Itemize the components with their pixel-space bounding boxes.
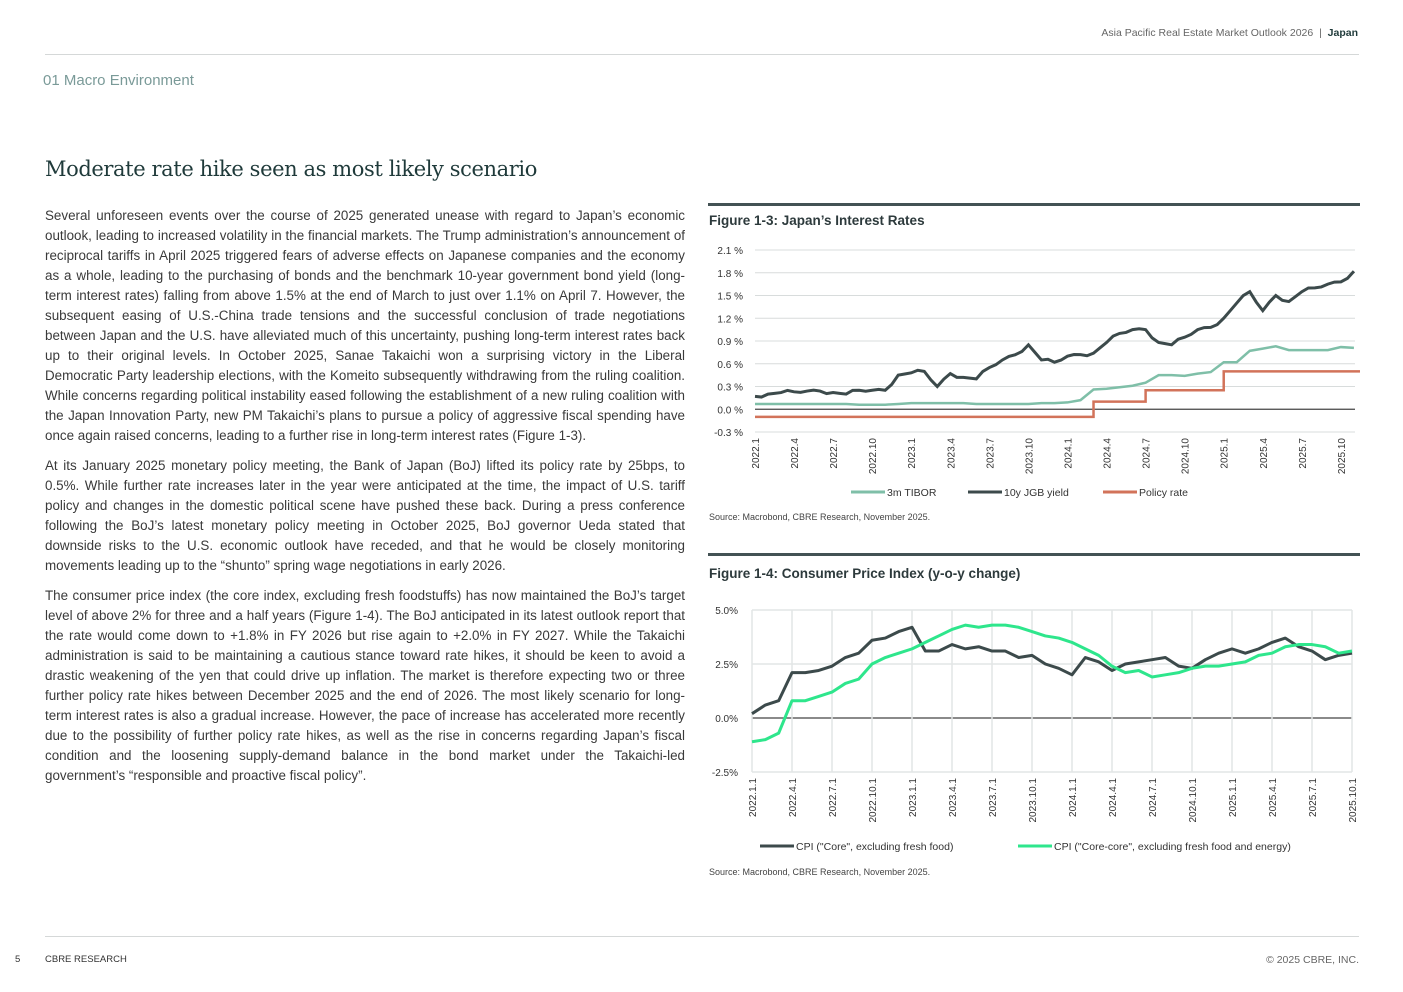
x-tick-label: 2025.4 [1259, 438, 1270, 469]
footer-divider [45, 936, 1359, 937]
cpi-chart: 5.0% 2.5% 0.0% -2.5% 2022.1.1 2022.4.1 2022.7.… [712, 606, 1359, 853]
page-title: Moderate rate hike seen as most likely s… [45, 157, 537, 181]
y-tick-label: 0.9 % [717, 337, 743, 348]
x-tick-label: 2023.10 [1024, 438, 1035, 475]
x-tick-label: 2023.7 [985, 438, 996, 469]
x-tick-label: 2025.1 [1220, 438, 1231, 469]
x-tick-label: 2024.7.1 [1148, 778, 1159, 817]
figure-title: Figure 1-3: Japan’s Interest Rates [709, 213, 925, 228]
y-tick-label: 0.0% [715, 714, 738, 725]
x-tick-label: 2025.7 [1298, 438, 1309, 469]
x-tick-label: 2025.7.1 [1308, 778, 1319, 817]
section-label: 01 Macro Environment [43, 72, 194, 89]
legend-label: 3m TIBOR [887, 487, 937, 499]
figure-source: Source: Macrobond, CBRE Research, Novemb… [709, 512, 931, 522]
figure-source: Source: Macrobond, CBRE Research, Novemb… [709, 867, 931, 877]
x-tick-label: 2024.4.1 [1108, 778, 1119, 817]
legend-label: 10y JGB yield [1004, 487, 1069, 499]
x-tick-label: 2025.4.1 [1268, 778, 1279, 817]
series-line-3m-tibor [755, 345, 1354, 406]
y-tick-label: 1.8 % [717, 269, 743, 280]
x-tick-label: 2025.1.1 [1228, 778, 1239, 817]
series-line-10y-jgb-yield [754, 270, 1356, 399]
x-tick-label: 2023.4 [946, 438, 957, 469]
x-tick-label: 2024.10 [1181, 438, 1192, 475]
y-tick-label: 0.6 % [717, 360, 743, 371]
x-tick-label: 2022.10 [868, 438, 879, 475]
x-tick-label: 2023.10.1 [1028, 778, 1039, 823]
legend-label: Policy rate [1139, 487, 1188, 499]
y-tick-label: 0.0 % [717, 405, 743, 416]
x-tick-label: 2023.4.1 [948, 778, 959, 817]
figure-rule [708, 203, 1360, 206]
x-tick-label: 2022.7.1 [828, 778, 839, 817]
x-tick-label: 2024.4 [1103, 438, 1114, 469]
x-tick-label: 2023.1 [907, 438, 918, 469]
y-tick-label: 5.0% [715, 606, 738, 617]
header-separator: | [1319, 27, 1322, 39]
paragraph: At its January 2025 monetary policy meet… [45, 458, 685, 573]
x-tick-label: 2024.10.1 [1188, 778, 1199, 823]
x-tick-label: 2023.1.1 [908, 778, 919, 817]
y-tick-label: 2.1 % [717, 246, 743, 257]
legend-label: CPI ("Core-core", excluding fresh food a… [1054, 841, 1291, 853]
y-tick-label: 2.5% [715, 660, 738, 671]
x-tick-label: 2025.10 [1337, 438, 1348, 475]
legend-label: CPI ("Core", excluding fresh food) [796, 841, 953, 853]
y-tick-label: -0.3 % [714, 428, 743, 439]
y-tick-label: -2.5% [712, 768, 738, 779]
body-text: Several unforeseen events over the cours… [45, 206, 685, 796]
publication-title: Asia Pacific Real Estate Market Outlook … [1101, 27, 1314, 39]
x-tick-label: 2022.4.1 [788, 778, 799, 817]
y-tick-label: 1.2 % [717, 314, 743, 325]
x-tick-label: 2023.7.1 [988, 778, 999, 817]
x-tick-label: 2022.1 [751, 438, 762, 469]
series-line-core-cpi [751, 625, 1353, 715]
x-tick-label: 2024.1 [1063, 438, 1074, 469]
paragraph: The consumer price index (the core index… [45, 588, 685, 783]
y-tick-label: 1.5 % [717, 292, 743, 303]
copyright: © 2025 CBRE, INC. [1266, 954, 1359, 966]
header-divider [45, 54, 1359, 55]
figure-title: Figure 1-4: Consumer Price Index (y-o-y … [709, 566, 1021, 581]
paragraph: Several unforeseen events over the cours… [45, 208, 685, 443]
series-line-policy-rate [755, 370, 1360, 419]
series-line-core-core-cpi [751, 623, 1353, 744]
page-number: 5 [15, 954, 21, 965]
y-tick-label: 0.3 % [717, 383, 743, 394]
x-tick-label: 2022.10.1 [868, 778, 879, 823]
x-tick-label: 2022.4 [790, 438, 801, 469]
x-tick-label: 2022.7 [829, 438, 840, 469]
x-tick-label: 2024.1.1 [1068, 778, 1079, 817]
footer-org: CBRE RESEARCH [45, 954, 127, 965]
running-header: Asia Pacific Real Estate Market Outlook … [1101, 27, 1358, 39]
x-tick-label: 2024.7 [1142, 438, 1153, 469]
header-country: Japan [1327, 27, 1358, 39]
interest-rates-chart: 2.1 % 1.8 % 1.5 % 1.2 % 0.9 % 0.6 % 0.3 % 0.0 %… [714, 246, 1360, 499]
x-tick-label: 2025.10.1 [1348, 778, 1359, 823]
x-tick-label: 2022.1.1 [748, 778, 759, 817]
figure-rule [708, 553, 1360, 556]
